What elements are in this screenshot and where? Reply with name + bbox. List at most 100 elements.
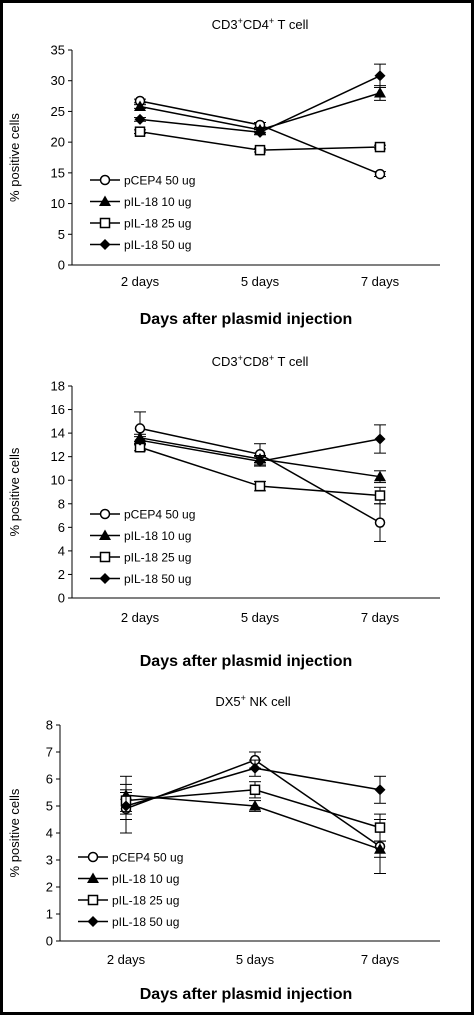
y-tick-label: 8 <box>46 718 53 733</box>
y-tick-label: 18 <box>51 379 65 394</box>
legend-marker <box>99 217 111 229</box>
y-tick-label: 4 <box>46 826 53 841</box>
legend-marker <box>99 239 111 250</box>
series-1 <box>134 411 386 542</box>
series-4 <box>120 759 386 820</box>
y-axis-title: % positive cells <box>7 113 22 202</box>
y-axis-title: % positive cells <box>7 447 22 536</box>
y-tick-label: 6 <box>46 772 53 787</box>
data-point <box>254 480 266 492</box>
legend-marker <box>99 551 111 563</box>
x-tick-label: 2 days <box>107 952 146 967</box>
legend-label: pCEP4 50 ug <box>124 508 195 522</box>
chart-title: CD3+CD8+ T cell <box>212 353 309 369</box>
legend-marker <box>99 529 111 540</box>
data-point <box>374 141 386 153</box>
legend-label: pIL-18 25 ug <box>124 217 191 231</box>
data-point <box>120 800 132 812</box>
y-tick-label: 15 <box>51 165 65 180</box>
y-tick-label: 8 <box>58 496 65 511</box>
legend-label: pIL-18 25 ug <box>124 551 191 565</box>
data-point <box>374 70 386 82</box>
y-tick-label: 0 <box>46 934 53 949</box>
data-point <box>374 822 386 833</box>
data-point <box>374 470 386 482</box>
data-point <box>249 784 261 796</box>
series-4 <box>134 63 386 138</box>
legend-label: pIL-18 25 ug <box>112 894 179 908</box>
y-tick-label: 1 <box>46 907 53 922</box>
chart-2: CD3+CD8+ T cell 0 2 4 6 8 10 12 14 16 18 2 days 5 da… <box>7 353 440 670</box>
series-line <box>125 759 381 848</box>
y-tick-label: 14 <box>51 426 65 441</box>
series-line <box>125 794 381 850</box>
y-tick-label: 3 <box>46 853 53 868</box>
y-tick-label: 6 <box>58 520 65 535</box>
data-point <box>249 800 261 811</box>
x-tick-label: 2 days <box>121 274 160 289</box>
legend-marker <box>87 894 99 906</box>
legend-label: pIL-18 50 ug <box>124 238 191 252</box>
legend: pCEP4 50 ug pIL-18 10 ug pIL-18 25 ug pIL-1… <box>90 508 195 586</box>
y-tick-label: 25 <box>51 104 65 119</box>
y-tick-label: 7 <box>46 745 53 760</box>
data-point <box>254 126 266 138</box>
data-point <box>374 517 386 528</box>
y-tick-label: 20 <box>51 135 65 150</box>
legend: pCEP4 50 ug pIL-18 10 ug pIL-18 25 ug pIL-1… <box>78 851 183 929</box>
legend-label: pCEP4 50 ug <box>124 174 195 188</box>
legend-marker <box>99 508 111 520</box>
data-point <box>134 434 146 446</box>
y-tick-label: 0 <box>58 591 65 606</box>
figure-frame <box>3 3 471 1012</box>
data-point <box>254 144 266 156</box>
x-tick-label: 5 days <box>241 610 280 625</box>
y-tick-label: 16 <box>51 402 65 417</box>
y-tick-label: 10 <box>51 196 65 211</box>
legend-label: pIL-18 10 ug <box>112 872 179 886</box>
data-point <box>134 100 146 112</box>
data-point <box>134 423 146 434</box>
chart-1: CD3+CD4+ T cell 0 5 10 15 20 25 30 35 2 days 5 day… <box>7 16 440 328</box>
chart-title: DX5+ NK cell <box>215 693 290 709</box>
x-tick-label: 5 days <box>236 952 275 967</box>
legend-label: pCEP4 50 ug <box>112 851 183 865</box>
legend-marker <box>87 916 99 927</box>
series-3 <box>134 126 386 156</box>
x-tick-label: 7 days <box>361 274 400 289</box>
legend-label: pIL-18 10 ug <box>124 529 191 543</box>
legend-label: pIL-18 50 ug <box>112 915 179 929</box>
data-point <box>249 762 261 774</box>
chart-title: CD3+CD4+ T cell <box>212 16 309 32</box>
data-point <box>374 433 386 445</box>
data-point <box>374 87 386 98</box>
legend-label: pIL-18 10 ug <box>124 195 191 209</box>
y-tick-label: 5 <box>46 799 53 814</box>
data-point <box>254 455 266 467</box>
chart-3: DX5+ NK cell 0 1 2 3 4 5 6 7 8 2 days 5 days 7 days D… <box>7 693 440 1003</box>
data-point <box>374 168 386 180</box>
data-point <box>374 784 386 796</box>
x-tick-label: 2 days <box>121 610 160 625</box>
y-tick-label: 0 <box>58 258 65 273</box>
data-point <box>134 126 146 137</box>
y-tick-label: 5 <box>58 227 65 242</box>
legend: pCEP4 50 ug pIL-18 10 ug pIL-18 25 ug pIL-1… <box>90 174 195 252</box>
x-axis-title: Days after plasmid injection <box>140 986 353 1003</box>
y-tick-label: 2 <box>58 567 65 582</box>
data-point <box>134 113 146 125</box>
y-tick-label: 12 <box>51 449 65 464</box>
x-tick-label: 5 days <box>241 274 280 289</box>
legend-marker <box>87 872 99 883</box>
legend-marker <box>99 195 111 206</box>
legend-marker <box>99 174 111 186</box>
data-point <box>374 843 386 854</box>
x-tick-label: 7 days <box>361 610 400 625</box>
y-tick-label: 10 <box>51 473 65 488</box>
y-tick-label: 2 <box>46 880 53 895</box>
legend-marker <box>99 573 111 584</box>
y-axis-title: % positive cells <box>7 788 22 877</box>
y-tick-label: 30 <box>51 73 65 88</box>
x-axis-title: Days after plasmid injection <box>140 653 353 670</box>
